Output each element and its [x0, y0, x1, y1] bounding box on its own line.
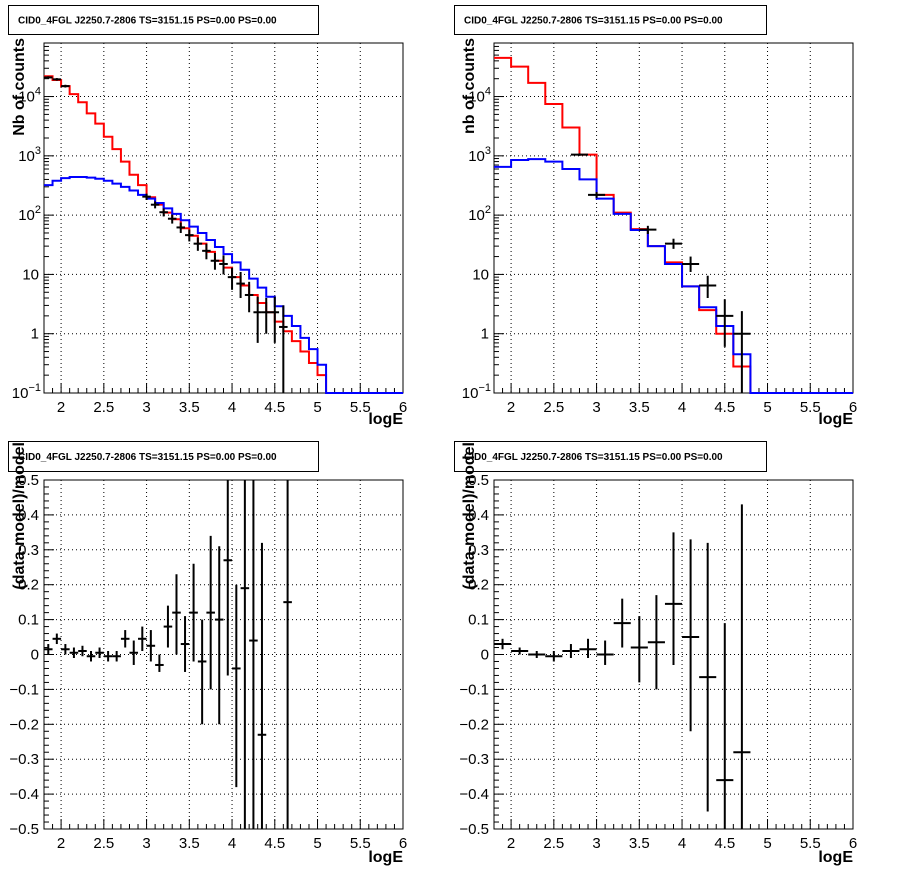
x-tick-label: 2	[507, 835, 515, 852]
y-tick-label: −0.4	[9, 786, 39, 803]
x-axis-title: logE	[818, 411, 853, 428]
y-tick-label: 0.1	[18, 612, 39, 629]
series-total-model-line	[494, 58, 853, 393]
y-tick-label: 0.1	[468, 612, 489, 629]
x-axis-title: logE	[368, 849, 403, 866]
y-tick-label: −0.4	[459, 786, 489, 803]
x-axis-title: logE	[818, 849, 853, 866]
x-tick-label: 3	[592, 399, 600, 416]
x-tick-label: 4	[678, 835, 686, 852]
panel-bottom-left: CID0_4FGL J2250.7-2806 TS=3151.15 PS=0.0…	[9, 442, 408, 867]
figure-canvas: CID0_4FGL J2250.7-2806 TS=3151.15 PS=0.0…	[0, 0, 898, 875]
chart-title: CID0_4FGL J2250.7-2806 TS=3151.15 PS=0.0…	[464, 16, 723, 27]
y-tick-label: −0.2	[9, 716, 39, 733]
y-tick-label: 102	[468, 204, 491, 224]
x-tick-label: 3	[142, 835, 150, 852]
y-tick-label: 0	[31, 647, 39, 664]
x-tick-label: 2.5	[93, 835, 114, 852]
plot-frame	[44, 43, 403, 393]
x-tick-label: 2.5	[543, 835, 564, 852]
panel-top-left: CID0_4FGL J2250.7-2806 TS=3151.15 PS=0.0…	[9, 6, 408, 429]
x-tick-label: 3	[592, 835, 600, 852]
y-tick-label: −0.3	[9, 751, 39, 768]
y-tick-label: 10	[472, 266, 489, 283]
x-tick-label: 3.5	[629, 835, 650, 852]
x-tick-label: 4	[228, 399, 236, 416]
x-tick-label: 4.5	[714, 399, 735, 416]
y-axis-title: nb of counts	[461, 38, 478, 134]
y-axis-title: Nb of counts	[11, 38, 28, 136]
x-tick-label: 5	[763, 399, 771, 416]
x-tick-label: 4.5	[714, 835, 735, 852]
x-tick-label: 4.5	[264, 399, 285, 416]
y-tick-label: 1	[481, 326, 489, 343]
y-tick-label: 10	[22, 266, 39, 283]
x-tick-label: 3.5	[179, 835, 200, 852]
x-axis-title: logE	[368, 411, 403, 428]
panel-top-right: CID0_4FGL J2250.7-2806 TS=3151.15 PS=0.0…	[455, 6, 858, 429]
series-total-model-line	[44, 76, 403, 393]
y-tick-label: 10−1	[12, 382, 41, 402]
y-tick-label: −0.1	[9, 681, 39, 698]
y-tick-label: −0.5	[9, 821, 39, 838]
x-tick-label: 4.5	[264, 835, 285, 852]
panel-bottom-right: CID0_4FGL J2250.7-2806 TS=3151.15 PS=0.0…	[455, 442, 858, 867]
chart-title: CID0_4FGL J2250.7-2806 TS=3151.15 PS=0.0…	[18, 16, 277, 27]
y-tick-label: 10−1	[462, 382, 491, 402]
y-tick-label: 1	[31, 326, 39, 343]
x-tick-label: 3.5	[179, 399, 200, 416]
x-tick-label: 5	[763, 835, 771, 852]
y-axis-title: (data-model)/model	[461, 442, 478, 590]
y-tick-label: −0.5	[459, 821, 489, 838]
x-tick-label: 3	[142, 399, 150, 416]
y-tick-label: −0.3	[459, 751, 489, 768]
x-tick-label: 4	[678, 399, 686, 416]
x-tick-label: 4	[228, 835, 236, 852]
x-tick-label: 3.5	[629, 399, 650, 416]
y-tick-label: 103	[468, 145, 491, 165]
series-component-model-line	[494, 159, 853, 393]
chart-title: CID0_4FGL J2250.7-2806 TS=3151.15 PS=0.0…	[464, 452, 723, 463]
y-tick-label: 102	[18, 204, 41, 224]
y-tick-label: −0.2	[459, 716, 489, 733]
x-tick-label: 2.5	[543, 399, 564, 416]
plot-frame	[44, 480, 403, 829]
plot-frame	[494, 43, 853, 393]
chart-title: CID0_4FGL J2250.7-2806 TS=3151.15 PS=0.0…	[18, 452, 277, 463]
y-tick-label: 103	[18, 145, 41, 165]
x-tick-label: 2.5	[93, 399, 114, 416]
x-tick-label: 2	[57, 399, 65, 416]
y-tick-label: 0	[481, 647, 489, 664]
y-axis-title: (data-model)/model	[11, 442, 28, 590]
x-tick-label: 2	[507, 399, 515, 416]
x-tick-label: 5	[313, 835, 321, 852]
series-component-model-line	[44, 177, 403, 393]
x-tick-label: 5	[313, 399, 321, 416]
y-tick-label: −0.1	[459, 681, 489, 698]
x-tick-label: 2	[57, 835, 65, 852]
